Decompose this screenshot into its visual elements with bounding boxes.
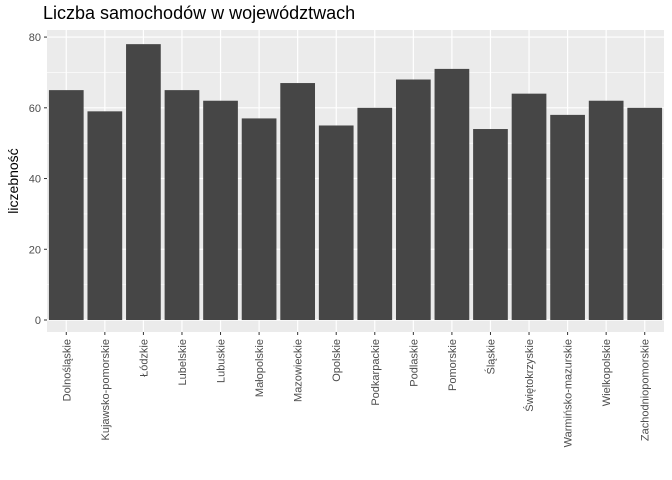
bar-Wielkopolskie: [588, 100, 624, 320]
x-tick-label: Opolskie: [331, 339, 343, 382]
bar-Mazowieckie: [280, 83, 316, 320]
bar-Pomorskie: [434, 68, 470, 320]
bar-Lubuskie: [203, 100, 238, 320]
x-tick-label: Małopolskie: [254, 339, 266, 397]
x-tick-label: Pomorskie: [447, 339, 459, 391]
bar-Opolskie: [318, 125, 354, 320]
x-tick-label: Dolnośląskie: [61, 339, 73, 401]
x-tick-label: Podkarpackie: [370, 339, 382, 406]
bar-Małopolskie: [241, 118, 277, 320]
x-tick-label: Łódzkie: [138, 339, 150, 377]
x-tick-label: Podlaskie: [408, 339, 420, 387]
bar-Warmińsko-mazurskie: [550, 114, 585, 320]
x-tick-label: Śląskie: [484, 339, 497, 374]
x-tick-label: Wielkopolskie: [601, 339, 613, 406]
x-tick-label: Lubuskie: [216, 339, 228, 383]
bar-Śląskie: [473, 129, 508, 320]
x-tick-label: Mazowieckie: [293, 339, 305, 402]
y-tick-label: 60: [29, 103, 41, 115]
chart-title: Liczba samochodów w województwach: [43, 3, 356, 23]
x-tick-label: Świętokrzyskie: [523, 339, 536, 412]
bar-Łódzkie: [126, 44, 161, 321]
y-tick-label: 20: [29, 244, 41, 256]
x-tick-label: Zachodniopomorskie: [640, 339, 652, 441]
x-tick-label: Warmińsko-mazurskie: [563, 339, 575, 447]
bar-Świętokrzyskie: [511, 93, 547, 320]
y-tick-label: 80: [29, 32, 41, 44]
bar-Dolnośląskie: [48, 90, 84, 320]
bar-Kujawsko-pomorskie: [87, 111, 123, 320]
bar-Podlaskie: [395, 79, 431, 320]
y-tick-label: 0: [35, 315, 41, 327]
y-tick-label: 40: [29, 174, 41, 186]
x-tick-label: Kujawsko-pomorskie: [100, 339, 112, 440]
y-axis-title: liczebność: [5, 148, 21, 213]
bar-Lubelskie: [164, 90, 200, 320]
bar-Zachodniopomorskie: [627, 107, 663, 321]
bar-Podkarpackie: [357, 107, 393, 321]
x-tick-label: Lubelskie: [177, 339, 189, 385]
